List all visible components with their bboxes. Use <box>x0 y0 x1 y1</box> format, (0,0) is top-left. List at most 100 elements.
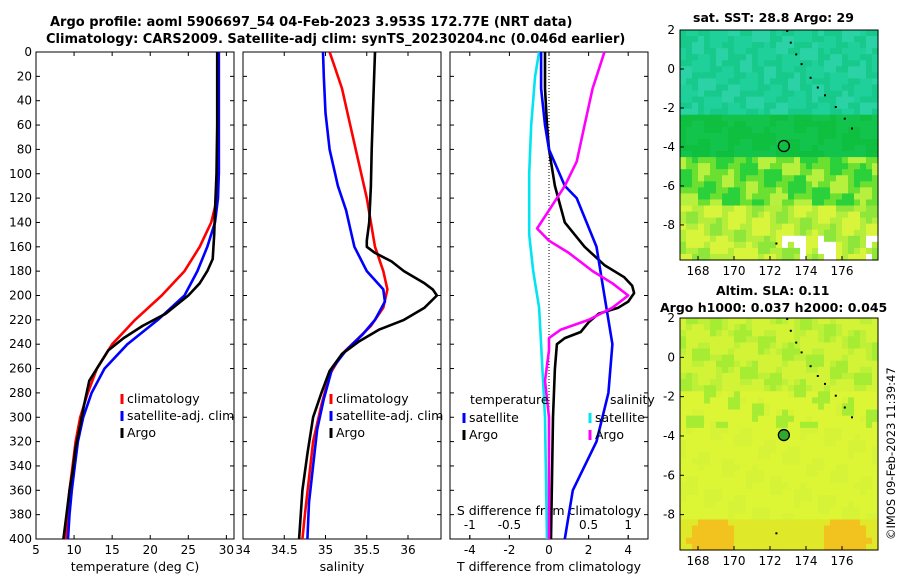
sst-map-cell <box>854 175 861 182</box>
sla-map-cell <box>836 543 843 551</box>
sla-map-cell <box>728 537 735 545</box>
sst-map-cell <box>680 205 687 213</box>
sst-map-cell <box>734 36 741 43</box>
sla-map-cell <box>812 409 819 417</box>
sla-map-cell <box>716 458 723 466</box>
sst-map-cell <box>746 72 753 80</box>
sla-map-cell <box>800 403 807 411</box>
sst-map-cell <box>764 66 771 73</box>
sst-map-cell <box>728 169 735 176</box>
sst-map-cell <box>854 235 861 243</box>
sst-map-cell <box>698 114 705 122</box>
sst-map-cell <box>716 30 723 37</box>
sla-map-cell <box>716 482 723 490</box>
sla-map-cell <box>716 434 723 441</box>
sst-map-cell <box>866 151 873 158</box>
sla-map-cell <box>848 421 855 429</box>
sla-map-cell <box>806 385 813 392</box>
sst-map-cell <box>692 138 699 146</box>
sst-map-cell <box>710 181 717 188</box>
sst-map-cell <box>818 151 825 158</box>
sst-map-cell <box>836 187 843 195</box>
sst-map-cell <box>722 193 729 201</box>
sst-map-cell <box>866 108 873 116</box>
sla-map-cell <box>692 409 699 417</box>
sst-map-cell <box>806 163 813 170</box>
sla-map-cell <box>824 525 831 533</box>
sla-map-cell <box>824 330 831 337</box>
sla-map-cell <box>764 409 771 417</box>
sla-map-cell <box>860 507 867 514</box>
sla-map-cell <box>734 391 741 398</box>
sst-map-cell <box>770 132 777 140</box>
sla-map-cell <box>716 385 723 392</box>
sst-map-cell <box>704 211 711 219</box>
sst-map-cell <box>746 66 753 73</box>
sla-map-cell <box>722 543 729 551</box>
sla-map-cell <box>704 360 711 368</box>
sla-map-cell <box>710 434 717 441</box>
sst-map-cell <box>836 48 843 55</box>
sst-map-cell <box>860 114 867 122</box>
sla-map-cell <box>752 336 759 344</box>
sst-map-cell <box>770 54 777 61</box>
sst-map-cell <box>692 247 699 255</box>
sst-map-cell <box>752 229 759 237</box>
sst-map-cell <box>746 181 753 188</box>
sst-map-cell <box>680 199 687 207</box>
sla-map-cell <box>782 452 789 460</box>
sst-map-cell <box>818 229 825 237</box>
sla-map-cell <box>848 482 855 490</box>
sst-map-cell <box>704 102 711 110</box>
sst-map-cell <box>764 102 771 110</box>
sst-map-cell <box>848 60 855 67</box>
sla-map-cell <box>752 397 759 405</box>
sst-map-cell <box>854 132 861 140</box>
sst-map-cell <box>758 253 765 261</box>
depth-tick-label: 380 <box>9 508 32 522</box>
sla-map-cell <box>812 354 819 362</box>
sst-map-cell <box>776 169 783 176</box>
sst-map-cell <box>722 181 729 188</box>
depth-tick-label: 140 <box>9 215 32 229</box>
sla-map-cell <box>710 446 717 453</box>
sla-map-cell <box>734 421 741 429</box>
sst-map-cell <box>782 126 789 134</box>
sla-map-cell <box>710 354 717 362</box>
sst-map-cell <box>848 126 855 134</box>
sst-map-cell <box>866 78 873 86</box>
sst-map-cell <box>800 30 807 37</box>
sst-map-cell <box>788 36 795 43</box>
sst-map-cell <box>692 175 699 182</box>
sla-map-cell <box>698 415 705 423</box>
sla-map-cell <box>686 421 693 429</box>
sla-map-cell <box>764 458 771 466</box>
sst-map-cell <box>860 30 867 37</box>
sst-map-cell <box>812 253 819 261</box>
sla-map-cell <box>740 495 747 502</box>
sst-map-cell <box>770 36 777 43</box>
sla-map-cell <box>704 354 711 362</box>
sla-map-cell <box>794 354 801 362</box>
sst-map-cell <box>710 96 717 104</box>
sst-map-cell <box>716 78 723 86</box>
sst-map-cell <box>740 241 747 249</box>
sst-map-cell <box>806 102 813 110</box>
sla-map-cell <box>824 519 831 527</box>
sla-map-cell <box>776 366 783 374</box>
sst-map-cell <box>764 241 771 249</box>
sst-map-cell <box>788 126 795 134</box>
sst-map-cell <box>722 157 729 164</box>
sla-map-cell <box>824 470 831 478</box>
sla-map-cell <box>818 318 825 325</box>
sst-map-cell <box>788 199 795 207</box>
sla-map-cell <box>824 360 831 368</box>
sst-map-cell <box>686 60 693 67</box>
sla-map-cell <box>824 385 831 392</box>
sla-map-cell <box>698 434 705 441</box>
sla-map-cell <box>866 507 873 514</box>
sst-map-cell <box>794 145 801 152</box>
sst-map-cell <box>818 175 825 182</box>
sla-map-cell <box>758 415 765 423</box>
